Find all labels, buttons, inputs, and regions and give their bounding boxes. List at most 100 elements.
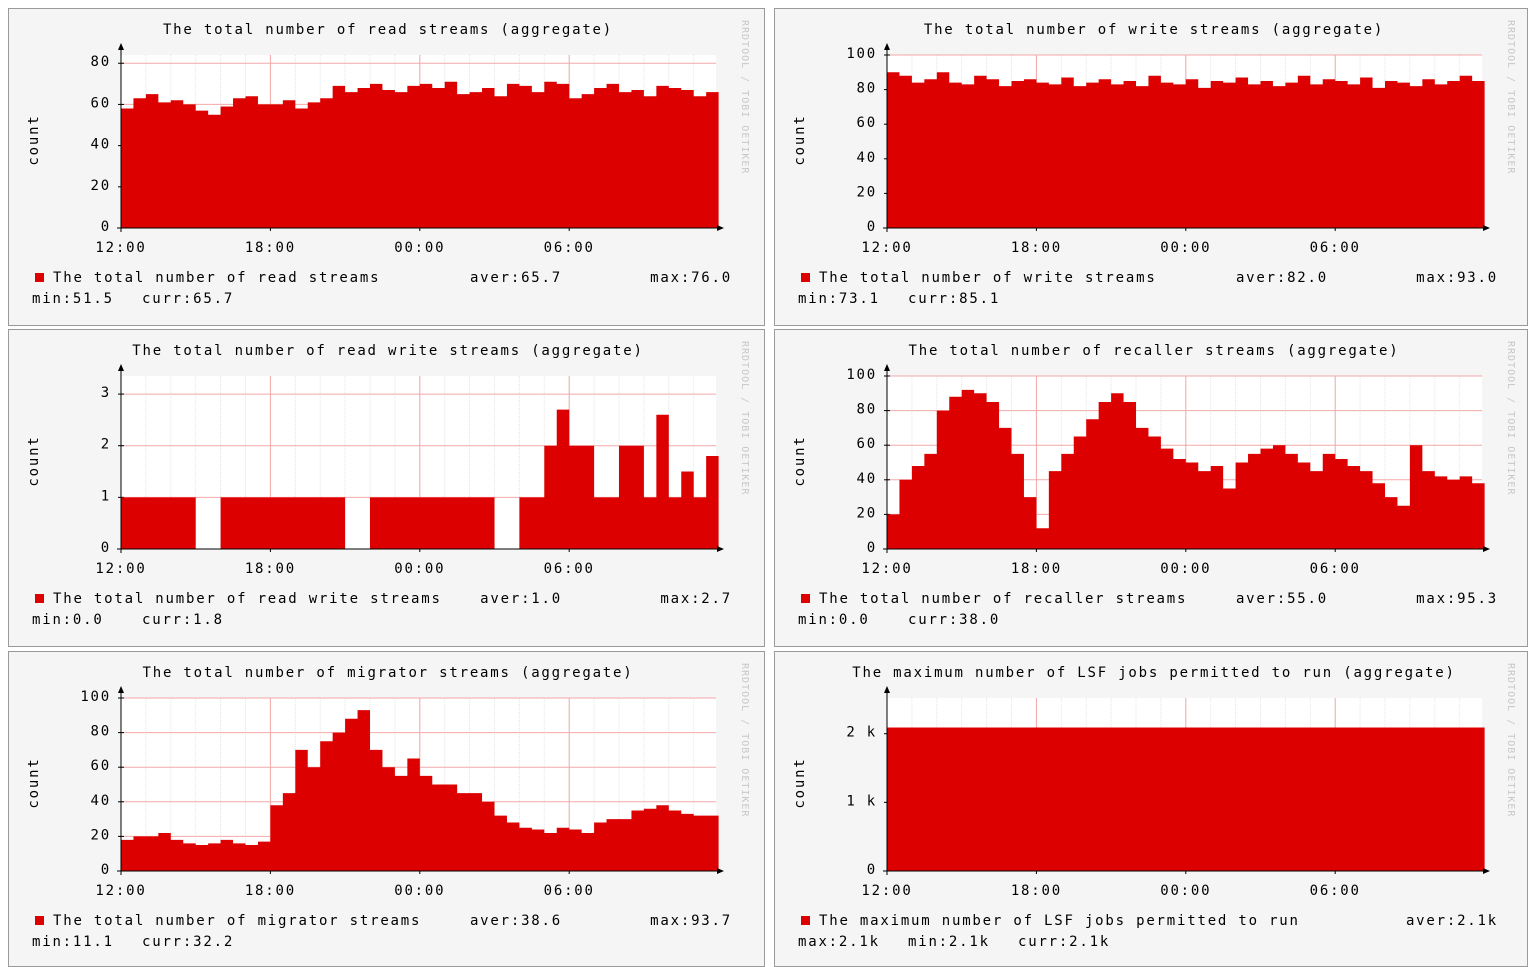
x-tick-label: 18:00 [1011, 883, 1062, 899]
chart-title: The total number of read write streams (… [132, 343, 643, 359]
y-axis-label: count [792, 435, 808, 486]
legend-stat: min:51.5 [32, 291, 114, 307]
legend-stat: curr:85.1 [908, 291, 1000, 307]
y-tick-label: 60 [857, 436, 877, 452]
legend-stat: aver:55.0 [1236, 591, 1328, 607]
chart-panel: The total number of read write streams (… [8, 329, 765, 647]
x-axis-arrow [717, 868, 724, 874]
area [121, 81, 719, 229]
legend-label: The total number of write streams [819, 270, 1157, 286]
chart-panel: The total number of recaller streams (ag… [774, 329, 1528, 647]
y-tick-label: 80 [91, 54, 111, 70]
x-tick-label: 06:00 [544, 240, 595, 256]
y-tick-label: 0 [101, 540, 111, 556]
x-tick-label: 12:00 [95, 883, 146, 899]
chart-title: The maximum number of LSF jobs permitted… [852, 665, 1456, 681]
legend-label: The total number of read streams [53, 270, 380, 286]
watermark: RRDTOOL / TOBI OETIKER [739, 20, 750, 174]
y-tick-label: 20 [857, 184, 877, 200]
x-tick-label: 18:00 [245, 240, 296, 256]
legend-label: The total number of migrator streams [53, 913, 421, 929]
legend-stat: max:93.0 [1416, 270, 1498, 286]
legend-swatch [35, 594, 44, 603]
legend-swatch [35, 916, 44, 925]
chart-title: The total number of write streams (aggre… [924, 22, 1384, 38]
y-tick-label: 1 k [846, 793, 877, 809]
x-tick-label: 00:00 [394, 883, 445, 899]
x-tick-label: 12:00 [861, 240, 912, 256]
chart-panel: The maximum number of LSF jobs permitted… [774, 651, 1528, 967]
y-tick-label: 40 [857, 471, 877, 487]
x-axis-arrow [1483, 225, 1490, 231]
x-tick-label: 18:00 [1011, 240, 1062, 256]
y-axis-arrow [118, 43, 124, 50]
legend-stat: min:11.1 [32, 934, 114, 950]
y-tick-label: 0 [101, 219, 111, 235]
x-tick-label: 06:00 [1310, 883, 1361, 899]
x-tick-label: 00:00 [394, 240, 445, 256]
x-axis-arrow [717, 225, 724, 231]
y-axis-arrow [884, 43, 890, 50]
area [887, 72, 1485, 228]
y-axis-arrow [118, 686, 124, 693]
y-tick-label: 80 [91, 724, 111, 740]
x-tick-label: 00:00 [1160, 561, 1211, 577]
y-axis-label: count [792, 757, 808, 808]
y-tick-label: 60 [91, 95, 111, 111]
area [887, 727, 1485, 871]
y-axis-label: count [792, 114, 808, 165]
x-tick-label: 18:00 [245, 883, 296, 899]
legend-stat: curr:65.7 [142, 291, 234, 307]
y-tick-label: 100 [80, 689, 111, 705]
x-tick-label: 18:00 [1011, 561, 1062, 577]
legend-label: The maximum number of LSF jobs permitted… [819, 913, 1300, 929]
y-tick-label: 40 [91, 137, 111, 153]
x-tick-label: 18:00 [245, 561, 296, 577]
x-axis-arrow [1483, 868, 1490, 874]
x-tick-label: 06:00 [544, 883, 595, 899]
legend-stat: min:0.0 [32, 612, 104, 628]
legend-stat: max:2.7 [660, 591, 732, 607]
legend-stat: curr:2.1k [1018, 934, 1110, 950]
legend-swatch [801, 273, 810, 282]
legend-stat: max:93.7 [650, 913, 732, 929]
legend-stat: curr:1.8 [142, 612, 224, 628]
x-tick-label: 00:00 [1160, 240, 1211, 256]
y-tick-label: 2 k [846, 725, 877, 741]
y-tick-label: 100 [846, 46, 877, 62]
legend-stat: min:73.1 [798, 291, 880, 307]
watermark: RRDTOOL / TOBI OETIKER [1505, 341, 1516, 495]
y-axis-arrow [884, 686, 890, 693]
watermark: RRDTOOL / TOBI OETIKER [1505, 20, 1516, 174]
x-tick-label: 06:00 [1310, 561, 1361, 577]
chart-panel: The total number of migrator streams (ag… [8, 651, 765, 967]
legend-stat: aver:1.0 [480, 591, 562, 607]
y-tick-label: 20 [91, 827, 111, 843]
x-axis-arrow [1483, 546, 1490, 552]
y-tick-label: 3 [101, 385, 111, 401]
y-tick-label: 2 [101, 437, 111, 453]
legend-swatch [801, 594, 810, 603]
chart-panel: The total number of write streams (aggre… [774, 8, 1528, 326]
legend-stat: curr:38.0 [908, 612, 1000, 628]
chart-title: The total number of read streams (aggreg… [163, 22, 613, 38]
y-tick-label: 40 [857, 150, 877, 166]
y-axis-arrow [884, 364, 890, 371]
area [121, 710, 719, 871]
legend-stat: aver:2.1k [1406, 913, 1498, 929]
y-tick-label: 20 [857, 505, 877, 521]
x-axis-arrow [717, 546, 724, 552]
y-axis-label: count [26, 114, 42, 165]
legend-stat: max:2.1k [798, 934, 880, 950]
legend-stat: min:0.0 [798, 612, 870, 628]
y-axis-arrow [118, 364, 124, 371]
x-tick-label: 12:00 [861, 883, 912, 899]
y-tick-label: 0 [867, 862, 877, 878]
area [121, 409, 719, 549]
legend-label: The total number of recaller streams [819, 591, 1187, 607]
watermark: RRDTOOL / TOBI OETIKER [739, 663, 750, 817]
y-tick-label: 100 [846, 367, 877, 383]
legend-stat: aver:38.6 [470, 913, 562, 929]
x-tick-label: 12:00 [95, 240, 146, 256]
legend-stat: max:95.3 [1416, 591, 1498, 607]
